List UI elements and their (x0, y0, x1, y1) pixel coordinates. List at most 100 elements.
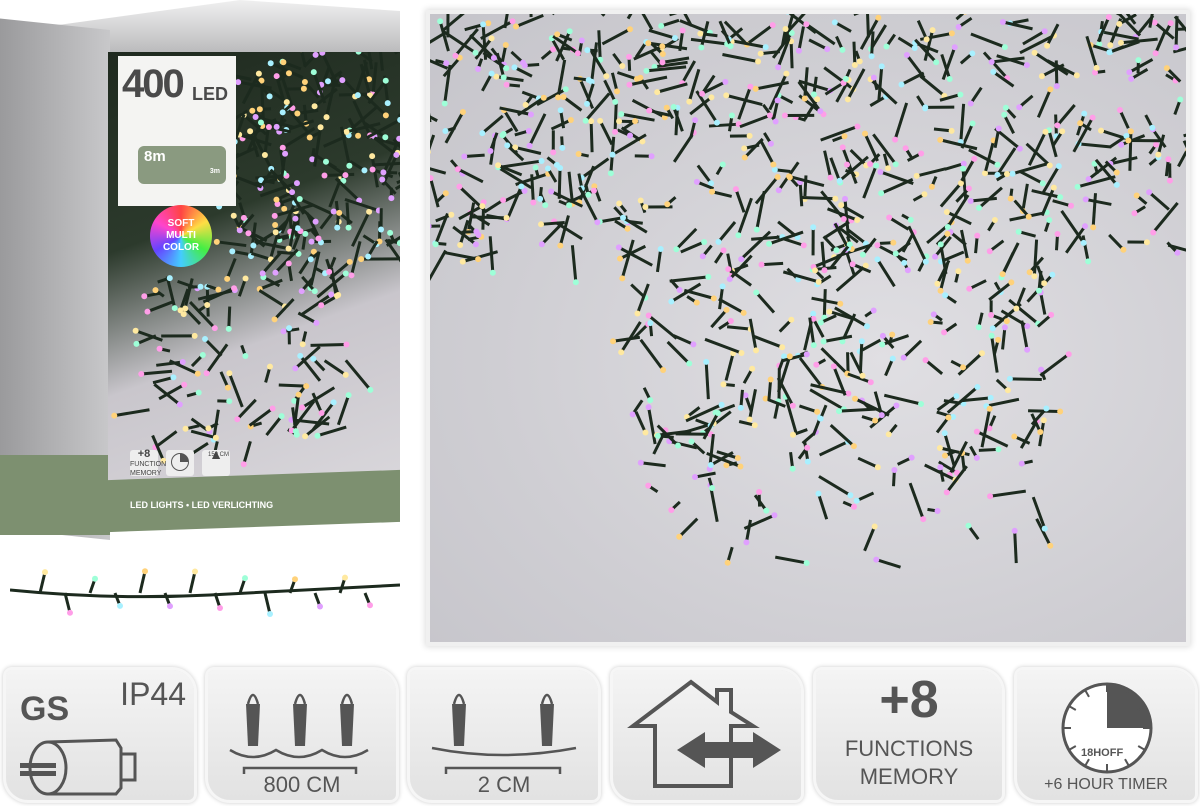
strand-bulb (267, 610, 273, 617)
led-bulb (854, 123, 861, 130)
wire (202, 286, 235, 304)
wire (875, 558, 901, 569)
led-bulb (839, 144, 846, 151)
wire (1054, 60, 1059, 87)
led-bulb (1153, 141, 1160, 148)
wire (905, 54, 926, 79)
led-bulb (310, 248, 317, 255)
led-bulb (892, 136, 899, 143)
led-bulb (521, 187, 528, 194)
led-bulb (212, 434, 219, 441)
led-bulb (673, 246, 680, 253)
wire (1108, 233, 1125, 251)
led-bulb (774, 173, 781, 180)
mini-functions-icon: +8 FUNCTIONS MEMORY (130, 448, 171, 477)
wire (634, 411, 647, 434)
led-bulb (862, 262, 869, 269)
led-bulb (995, 446, 1002, 453)
strand-bulb (117, 602, 123, 609)
led-bulb (1047, 86, 1054, 93)
wire (317, 425, 347, 438)
led-bulb (1113, 169, 1120, 176)
wire (444, 251, 479, 261)
led-bulb (259, 270, 266, 277)
wire (923, 29, 935, 61)
led-bulb (295, 391, 302, 398)
wire (710, 308, 728, 329)
wire (1078, 142, 1112, 149)
wire (847, 372, 872, 384)
wire (768, 230, 804, 246)
led-bulb (944, 230, 951, 237)
wire (237, 278, 247, 297)
led-bulb (240, 214, 247, 221)
led-bulb (1166, 177, 1173, 184)
led-bulb (245, 230, 252, 237)
led-bulb (292, 365, 299, 372)
led-bulb (195, 389, 202, 396)
wire (666, 340, 691, 365)
led-bulb (941, 329, 948, 336)
wire (610, 72, 619, 92)
wire (577, 165, 596, 203)
led-bulb (771, 166, 778, 173)
led-bulb (955, 24, 962, 31)
led-bulb (1054, 122, 1061, 129)
wire (1117, 14, 1142, 37)
wire (647, 314, 678, 340)
wire (570, 245, 578, 283)
wire (1039, 292, 1047, 315)
led-bulb (960, 160, 967, 167)
wire (205, 343, 229, 375)
wire (820, 241, 826, 271)
led-bulb (617, 255, 624, 262)
wire (960, 122, 974, 149)
led-bulb (626, 81, 633, 88)
led-bulb (1002, 104, 1009, 111)
wire (1072, 116, 1094, 153)
wire (299, 354, 322, 382)
wire (656, 424, 680, 447)
led-bulb (242, 352, 249, 359)
led-bulb (583, 100, 590, 107)
wire (940, 53, 952, 80)
led-bulb (487, 148, 494, 155)
led-bulb (874, 256, 881, 263)
wire (590, 42, 599, 82)
wire (1032, 239, 1039, 277)
led-bulb (946, 76, 953, 83)
led-bulb (396, 135, 400, 142)
led-bulb (315, 235, 322, 242)
led-bulb (859, 372, 866, 379)
led-bulb (503, 81, 510, 88)
led-bulb (810, 224, 817, 231)
led-bulb (786, 353, 793, 360)
led-bulb (978, 350, 985, 357)
led-bulb (144, 308, 151, 315)
wire (620, 239, 635, 279)
wire (1022, 29, 1046, 46)
wire (797, 26, 805, 51)
led-bulb (953, 469, 960, 476)
led-bulb (224, 275, 231, 282)
led-bulb (1054, 231, 1061, 238)
led-bulb (461, 153, 468, 160)
wire (530, 174, 535, 203)
led-bulb (518, 183, 525, 190)
wire (761, 261, 784, 267)
led-bulb (1011, 527, 1018, 534)
wire (114, 408, 150, 418)
wire (233, 114, 246, 143)
wire (298, 250, 316, 275)
led-bulb (920, 516, 927, 523)
led-bulb (555, 94, 562, 101)
led-bulb (393, 151, 400, 158)
led-bulb (785, 14, 790, 15)
wire (238, 213, 255, 232)
wire (528, 113, 547, 147)
product-photo (430, 14, 1186, 642)
led-bulb (521, 62, 528, 69)
led-bulb (618, 111, 625, 118)
led-bulb (820, 338, 827, 345)
led-bulb (271, 316, 278, 323)
